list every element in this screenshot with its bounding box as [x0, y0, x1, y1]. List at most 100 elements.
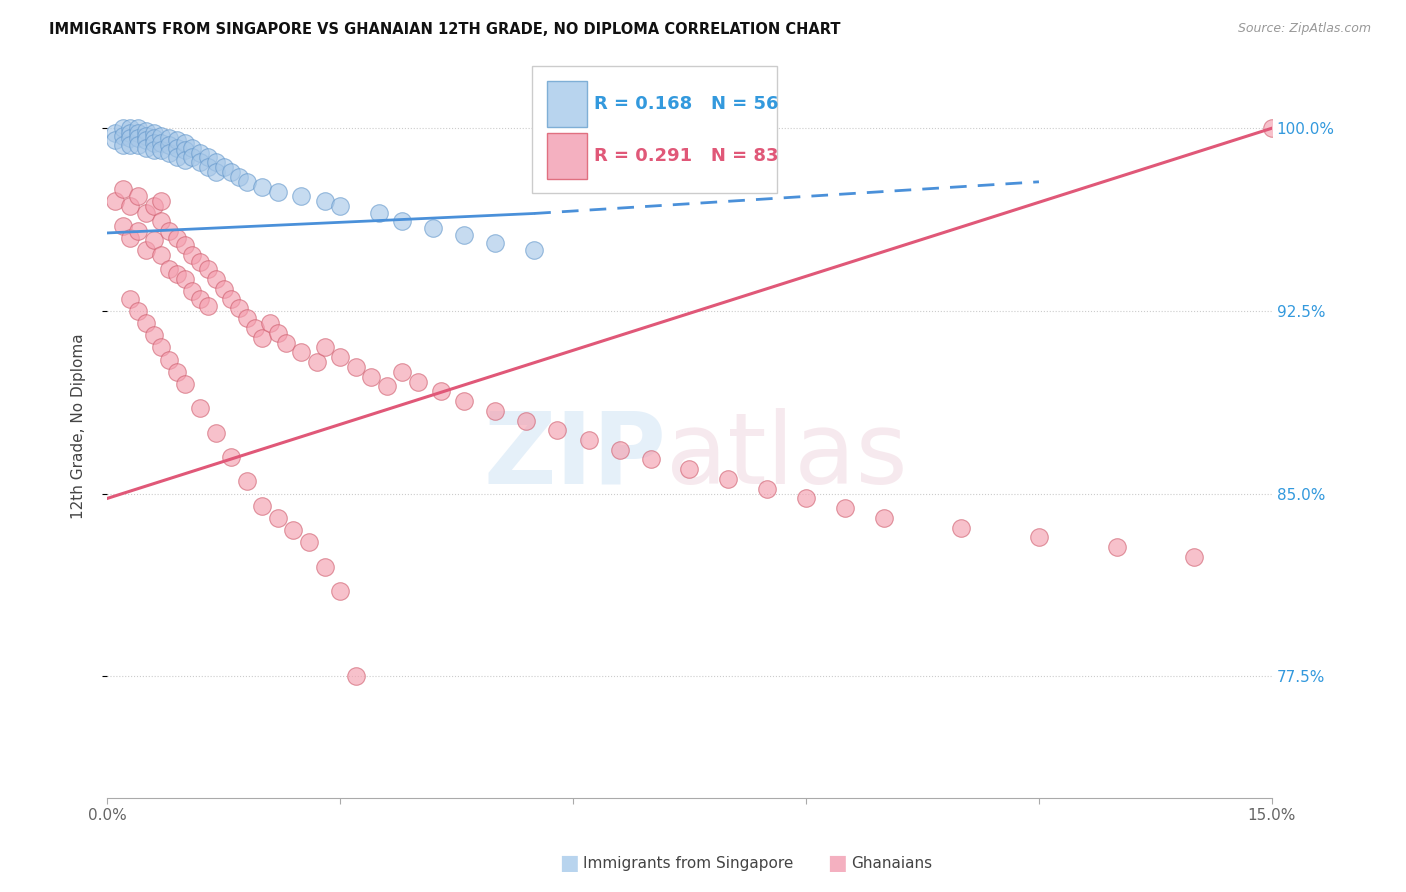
Point — [157, 223, 180, 237]
Point — [173, 136, 195, 150]
Point — [197, 262, 219, 277]
Point — [142, 199, 165, 213]
Y-axis label: 12th Grade, No Diploma: 12th Grade, No Diploma — [72, 334, 86, 519]
Point — [367, 206, 389, 220]
Point — [181, 151, 204, 165]
FancyBboxPatch shape — [547, 81, 586, 128]
Point — [546, 423, 568, 437]
Point — [197, 151, 219, 165]
Point — [453, 228, 475, 243]
Point — [578, 433, 600, 447]
Point — [678, 462, 700, 476]
Point — [221, 165, 243, 179]
Point — [188, 145, 211, 160]
Point — [314, 341, 336, 355]
Text: Source: ZipAtlas.com: Source: ZipAtlas.com — [1237, 22, 1371, 36]
Point — [166, 151, 188, 165]
Point — [212, 282, 235, 296]
Point — [640, 452, 662, 467]
Point — [150, 128, 173, 143]
FancyBboxPatch shape — [533, 66, 778, 193]
Point — [314, 194, 336, 209]
Point — [1105, 540, 1128, 554]
Point — [166, 268, 188, 282]
Text: ZIP: ZIP — [484, 408, 666, 505]
Point — [834, 501, 856, 516]
Point — [150, 143, 173, 157]
Point — [453, 394, 475, 409]
Point — [204, 425, 226, 440]
Point — [142, 136, 165, 150]
Point — [111, 182, 134, 196]
Point — [135, 123, 157, 137]
Point — [150, 248, 173, 262]
Point — [794, 491, 817, 506]
Point — [173, 272, 195, 286]
Point — [360, 369, 382, 384]
Point — [252, 331, 274, 345]
Point — [391, 214, 413, 228]
Point — [142, 143, 165, 157]
Point — [305, 355, 328, 369]
Point — [430, 384, 453, 399]
Point — [406, 375, 429, 389]
Point — [236, 311, 259, 326]
Point — [329, 584, 352, 599]
Point — [135, 243, 157, 257]
Point — [236, 475, 259, 489]
Point — [150, 341, 173, 355]
Point — [157, 352, 180, 367]
Point — [236, 175, 259, 189]
Point — [221, 292, 243, 306]
Point — [283, 523, 305, 537]
Point — [111, 219, 134, 233]
Point — [120, 121, 142, 136]
Point — [329, 350, 352, 364]
Point — [422, 221, 444, 235]
FancyBboxPatch shape — [547, 133, 586, 179]
Point — [142, 328, 165, 343]
Point — [173, 238, 195, 252]
Point — [127, 121, 149, 136]
Point — [267, 326, 290, 340]
Point — [104, 126, 127, 140]
Point — [197, 160, 219, 174]
Text: ■: ■ — [827, 854, 846, 873]
Point — [157, 145, 180, 160]
Point — [127, 131, 149, 145]
Point — [181, 248, 204, 262]
Point — [221, 450, 243, 464]
Point — [150, 136, 173, 150]
Point — [157, 138, 180, 153]
Point — [1182, 549, 1205, 564]
Point — [523, 243, 546, 257]
Point — [135, 133, 157, 147]
Point — [166, 141, 188, 155]
Point — [188, 255, 211, 269]
Point — [188, 401, 211, 416]
Point — [344, 359, 367, 374]
Point — [228, 301, 250, 316]
Point — [111, 128, 134, 143]
Point — [197, 299, 219, 313]
Point — [484, 404, 506, 418]
Point — [228, 169, 250, 184]
Point — [142, 126, 165, 140]
Point — [314, 559, 336, 574]
Point — [950, 521, 973, 535]
Point — [717, 472, 740, 486]
Point — [127, 189, 149, 203]
Point — [609, 442, 631, 457]
Point — [181, 141, 204, 155]
Point — [181, 285, 204, 299]
Point — [290, 189, 312, 203]
Text: IMMIGRANTS FROM SINGAPORE VS GHANAIAN 12TH GRADE, NO DIPLOMA CORRELATION CHART: IMMIGRANTS FROM SINGAPORE VS GHANAIAN 12… — [49, 22, 841, 37]
Point — [135, 141, 157, 155]
Point — [267, 511, 290, 525]
Point — [290, 345, 312, 359]
Point — [173, 143, 195, 157]
Point — [135, 128, 157, 143]
Point — [127, 126, 149, 140]
Point — [204, 272, 226, 286]
Point — [150, 214, 173, 228]
